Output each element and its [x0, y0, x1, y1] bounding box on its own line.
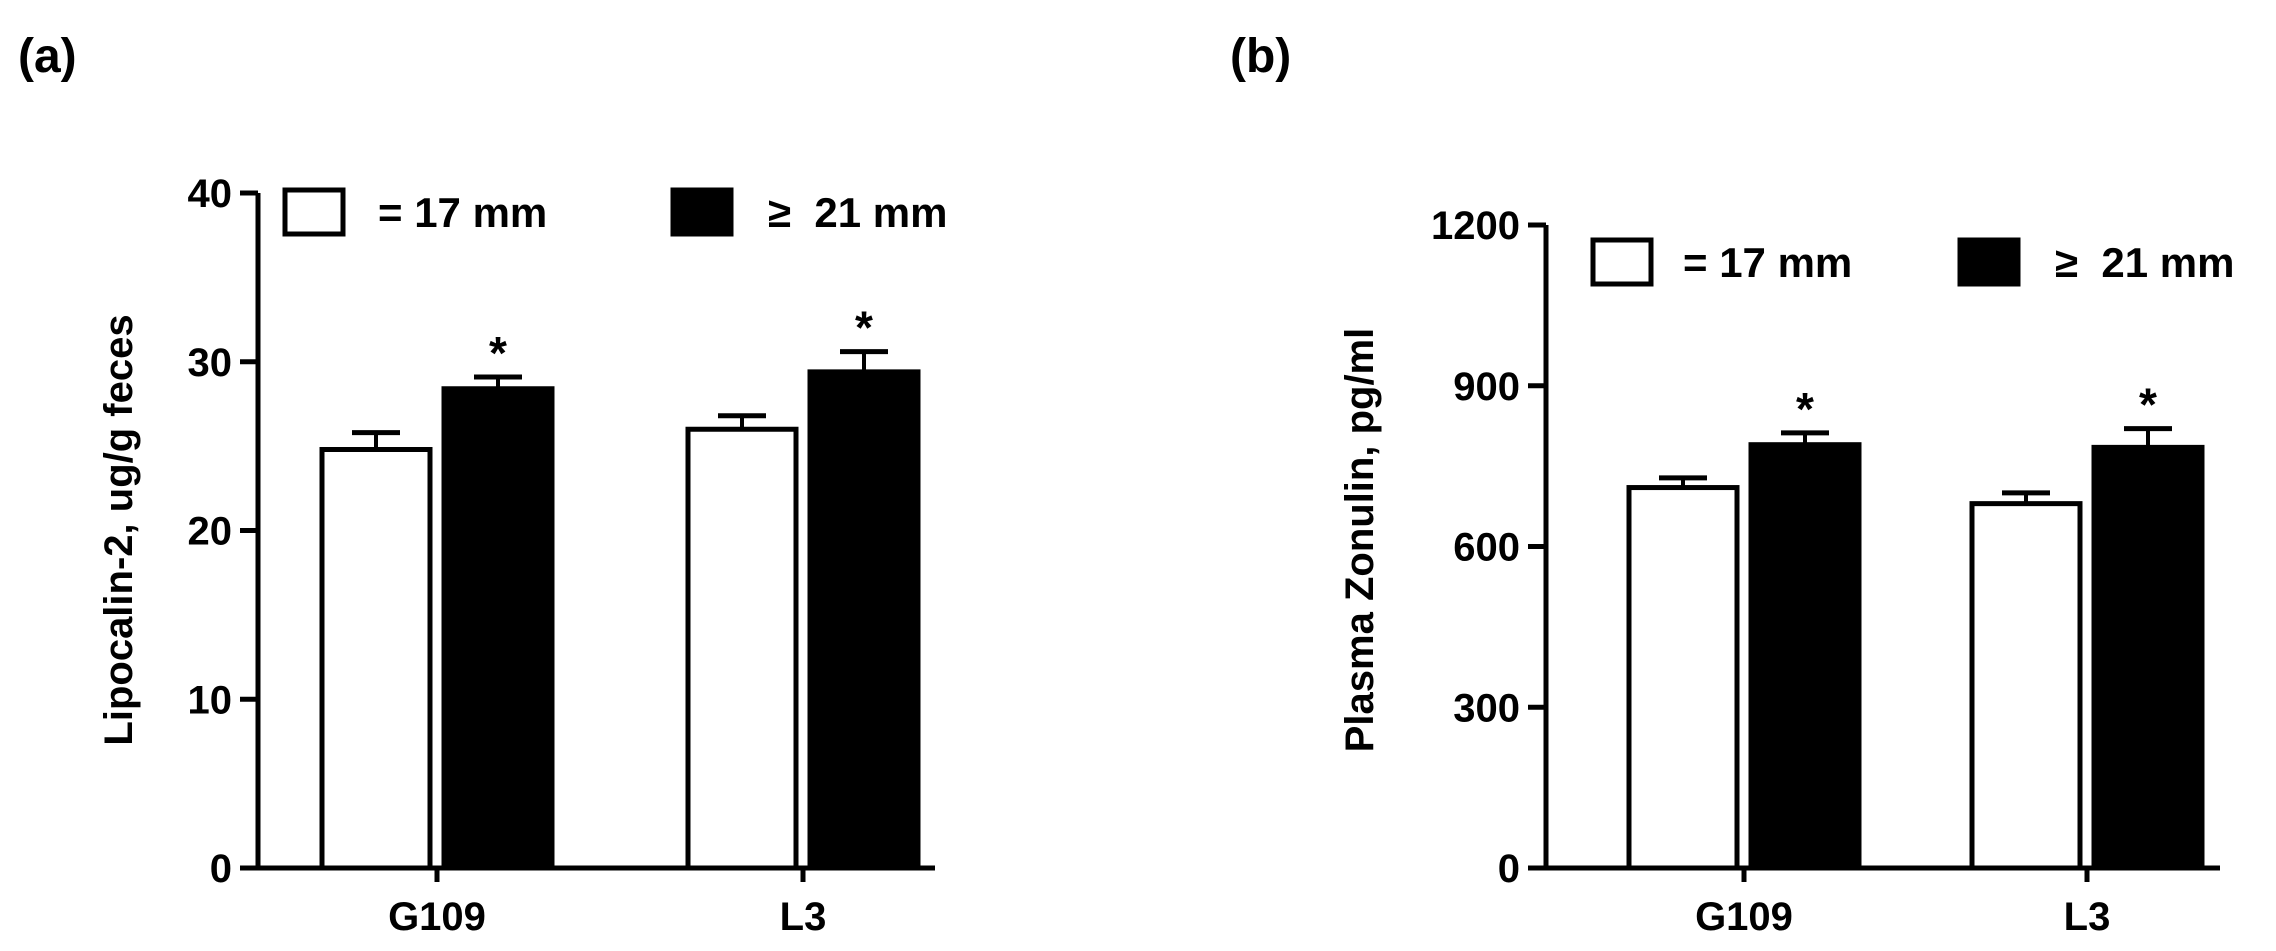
legend: = 17 mm ≥ 21 mm: [1590, 237, 2234, 287]
x-tick-label: L3: [780, 895, 827, 939]
bar-g109-series-2: [441, 386, 555, 871]
chart-panel-b: (b) G109 L3 * * 0 300 600 900 1200 Plasma Zonulin,…: [1230, 30, 2234, 939]
x-tick-label: G109: [388, 895, 486, 939]
y-tick-label: 0: [1498, 847, 1520, 891]
bar-g109-series-1: [319, 447, 433, 871]
bar-l3-series-2: [807, 369, 921, 871]
legend-swatch-series-2: [670, 187, 734, 237]
y-axis-label: Plasma Zonulin, pg/ml: [1338, 328, 1382, 753]
legend-label-series-1: = 17 mm: [378, 189, 547, 236]
bar-g109-series-1: [1626, 485, 1740, 871]
bar-l3-series-1: [685, 426, 799, 871]
bar-l3-series-2: [2091, 444, 2205, 871]
significance-marker: *: [2139, 379, 2157, 431]
legend: = 17 mm ≥ 21 mm: [282, 187, 947, 237]
y-tick-label: 30: [188, 341, 233, 385]
y-tick-label: 10: [188, 678, 233, 722]
legend-swatch-series-1: [1590, 237, 1654, 287]
significance-marker: *: [855, 302, 873, 354]
y-tick-label: 1200: [1431, 204, 1520, 248]
panel-label: (a): [18, 30, 77, 83]
legend-label-series-2: ≥ 21 mm: [768, 189, 947, 236]
significance-marker: *: [1796, 383, 1814, 435]
significance-marker: *: [489, 327, 507, 379]
y-tick-label: 40: [188, 172, 233, 216]
y-tick-label: 300: [1453, 686, 1520, 730]
bar-g109-series-2: [1748, 442, 1862, 871]
y-tick-label: 900: [1453, 365, 1520, 409]
chart-panel-a: (a) G109 L3 * * 0 10 20 30 40 Lipocalin-2, ug/g fe…: [18, 30, 947, 939]
legend-label-series-1: = 17 mm: [1683, 239, 1852, 286]
y-tick-label: 0: [210, 847, 232, 891]
x-tick-label: L3: [2064, 895, 2111, 939]
x-tick-label: G109: [1695, 895, 1793, 939]
y-axis-label: Lipocalin-2, ug/g feces: [97, 314, 141, 745]
panel-label: (b): [1230, 30, 1291, 83]
legend-swatch-series-1: [282, 187, 346, 237]
legend-label-series-2: ≥ 21 mm: [2055, 239, 2234, 286]
y-tick-label: 600: [1453, 526, 1520, 570]
legend-swatch-series-2: [1957, 237, 2021, 287]
y-tick-label: 20: [188, 510, 233, 554]
bar-l3-series-1: [1969, 501, 2083, 871]
